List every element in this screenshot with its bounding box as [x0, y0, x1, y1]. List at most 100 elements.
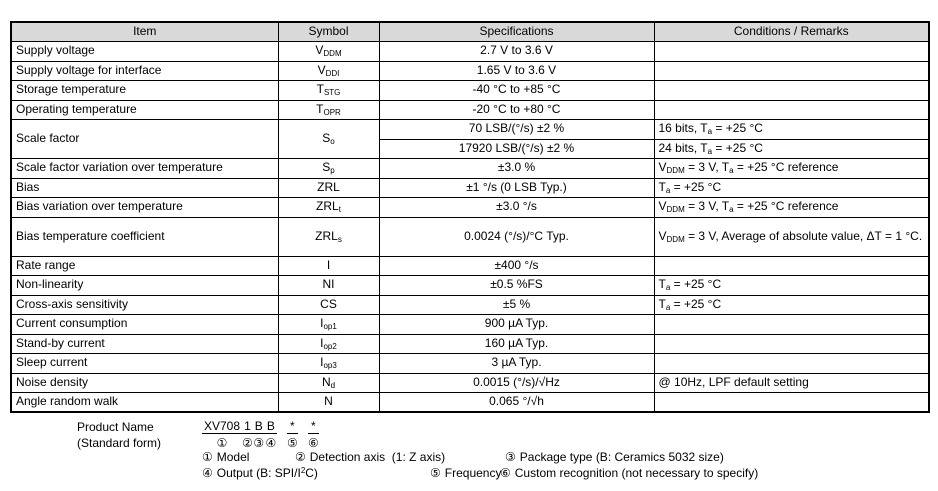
symbol-cell: Nd [277, 372, 380, 393]
column-header-symbol: Symbol [277, 21, 380, 42]
spec-cell: 900 µA Typ. [378, 314, 655, 335]
spec-cell: ±3.0 % [378, 158, 655, 179]
column-header-item: Item [10, 21, 279, 42]
legend-number: ① [202, 450, 213, 464]
cond-cell [653, 314, 930, 335]
table-row: Rate range I ±400 °/s [10, 255, 930, 276]
cond-cell: VDDM = 3 V, Ta = +25 °C reference [653, 197, 930, 218]
spec-cell: 160 µA Typ. [378, 333, 655, 354]
symbol-cell: I [277, 255, 380, 276]
spec-cell: ±3.0 °/s [378, 197, 655, 218]
spec-cell: 3 µA Typ. [378, 353, 655, 374]
item-cell: Noise density [10, 372, 279, 393]
symbol-cell: VDDI [277, 60, 380, 81]
symbol-cell: CS [277, 294, 380, 315]
item-cell: Stand-by current [10, 333, 279, 354]
cond-cell: @ 10Hz, LPF default setting [653, 372, 930, 393]
spec-cell: ±400 °/s [378, 255, 655, 276]
cond-cell [653, 353, 930, 374]
legend-item: ⑥ Custom recognition (not necessary to sp… [500, 466, 758, 480]
cond-cell: Ta = +25 °C [653, 177, 930, 198]
cond-cell [653, 392, 930, 413]
item-cell: Bias [10, 177, 279, 198]
symbol-cell: ZRLs [277, 216, 380, 257]
product-code-marker: ② [242, 436, 253, 450]
item-cell: Operating temperature [10, 99, 279, 120]
symbol-cell: TOPR [277, 99, 380, 120]
table-row: Scale factor variation over temperature S… [10, 158, 930, 179]
legend-item: ④ Output (B: SPI/I2C) [202, 466, 318, 480]
symbol-cell: Sp [277, 158, 380, 179]
product-code-marker: ④ [265, 436, 277, 450]
cond-cell [653, 41, 930, 62]
spec-cell: 1.65 V to 3.6 V [378, 60, 655, 81]
product-code-marker: ⑤ [286, 436, 298, 450]
header-row: Item Symbol Specifications Conditions / … [10, 21, 930, 42]
product-code-marker: ③ [253, 436, 265, 450]
table-row: Supply voltage VDDM 2.7 V to 3.6 V [10, 41, 930, 62]
table-subrow: 17920 LSB/(°/s) ±2 % 24 bits, Ta = +25 °C [11, 138, 930, 159]
product-code-segment: * ⑥ [307, 419, 319, 450]
table-row: Scale factor So 70 LSB/(°/s) ±2 % 16 bits, … [10, 119, 930, 159]
table-row: Supply voltage for interface VDDI 1.65 V t… [10, 60, 930, 81]
cond-cell: 24 bits, Ta = +25 °C [653, 138, 930, 159]
product-code-marker: ① [216, 436, 228, 450]
product-code: XV708 ① 1 ② B ③ B ④ * ⑤ * ⑥ [202, 419, 319, 450]
symbol-cell: VDDM [277, 41, 380, 62]
table-row: Cross-axis sensitivity CS ±5 % Ta = +25 °C [10, 294, 930, 315]
cond-cell [653, 333, 930, 354]
symbol-cell: So [277, 119, 380, 159]
legend-text: Detection axis (1: Z axis) [309, 450, 446, 464]
table-row: Sleep current Iop3 3 µA Typ. [10, 353, 930, 374]
item-cell: Sleep current [10, 353, 279, 374]
legend-text: Model [216, 450, 250, 464]
symbol-cell: ZRL [277, 177, 380, 198]
table-row: Bias ZRL ±1 °/s (0 LSB Typ.) Ta = +25 °C [10, 177, 930, 198]
legend-text: Package type (B: Ceramics 5032 size) [519, 450, 724, 464]
item-cell: Scale factor [10, 119, 279, 159]
product-name-label: Product Name (Standard form) [77, 420, 161, 451]
product-code-char: B [252, 419, 265, 434]
table-row: Storage temperature TSTG -40 °C to +85 °C [10, 80, 930, 101]
cond-cell: Ta = +25 °C [653, 294, 930, 315]
product-code-char: 1 [242, 419, 253, 434]
symbol-cell: NI [277, 275, 380, 296]
item-cell: Supply voltage [10, 41, 279, 62]
product-code-segment: XV708 ① [202, 419, 243, 450]
spec-cell: 0.065 °/√h [378, 392, 655, 413]
cond-cell [653, 255, 930, 276]
table-row: Bias temperature coefficient ZRLs 0.0024 (… [10, 216, 930, 257]
symbol-cell: Iop3 [277, 353, 380, 374]
cond-cell: VDDM = 3 V, Average of absolute value, Δ… [653, 216, 930, 257]
item-cell: Cross-axis sensitivity [10, 294, 279, 315]
item-cell: Non-linearity [10, 275, 279, 296]
spec-cell: -40 °C to +85 °C [378, 80, 655, 101]
product-code-segment: * ⑤ [286, 419, 298, 450]
table-row: Current consumption Iop1 900 µA Typ. [10, 314, 930, 335]
legend-number: ⑤ [430, 466, 441, 480]
product-name-label-line2: (Standard form) [77, 435, 162, 450]
legend-text: Output (B: SPI/I2C) [216, 466, 318, 480]
item-cell: Angle random walk [10, 392, 279, 413]
legend-text: Custom recognition (not necessary to spe… [514, 466, 759, 480]
item-cell: Scale factor variation over temperature [10, 158, 279, 179]
spec-cell: 0.0015 (°/s)/√Hz [378, 372, 655, 393]
spec-table: Item Symbol Specifications Conditions / … [10, 21, 930, 413]
product-code-marker: ⑥ [307, 436, 319, 450]
cond-cell [653, 80, 930, 101]
symbol-cell: Iop2 [277, 333, 380, 354]
spec-cell: ±5 % [378, 294, 655, 315]
product-code-char: * [286, 419, 298, 434]
legend-number: ⑥ [500, 466, 511, 480]
table-row: Bias variation over temperature ZRLt ±3.0 … [10, 197, 930, 218]
legend-text: Frequency [444, 466, 502, 480]
spec-cell: 70 LSB/(°/s) ±2 % [378, 119, 655, 140]
item-cell: Bias variation over temperature [10, 197, 279, 218]
column-header-conditions: Conditions / Remarks [653, 21, 930, 42]
spec-cell: 0.0024 (°/s)/°C Typ. [378, 216, 655, 257]
cond-cell: VDDM = 3 V, Ta = +25 °C reference [653, 158, 930, 179]
cond-cell: Ta = +25 °C [653, 275, 930, 296]
legend-item: ③ Package type (B: Ceramics 5032 size) [505, 450, 724, 464]
table-row: Non-linearity NI ±0.5 %FS Ta = +25 °C [10, 275, 930, 296]
table-row: Stand-by current Iop2 160 µA Typ. [10, 333, 930, 354]
